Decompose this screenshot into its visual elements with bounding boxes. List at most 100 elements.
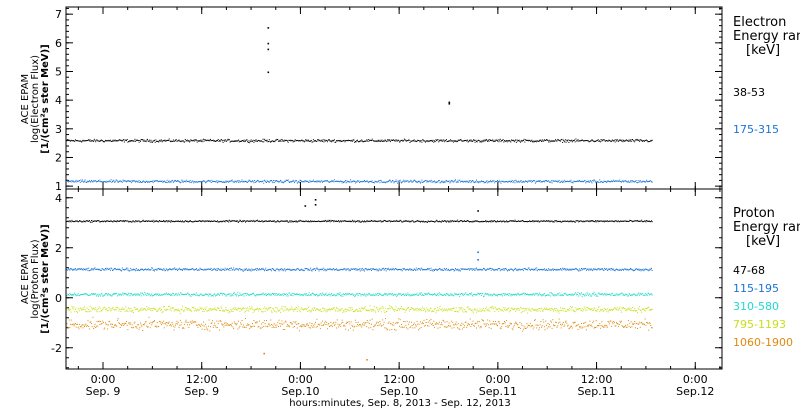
data-point: [469, 180, 470, 182]
data-point: [67, 293, 69, 295]
data-point: [86, 182, 88, 183]
data-point: [458, 270, 460, 272]
data-point: [480, 269, 482, 271]
data-point: [560, 139, 562, 141]
data-point: [428, 268, 430, 270]
data-point: [69, 140, 71, 142]
data-point: [367, 221, 369, 223]
data-point: [242, 270, 244, 272]
data-point: [595, 293, 596, 295]
data-point: [585, 220, 587, 222]
data-point: [317, 180, 319, 182]
data-point: [590, 220, 592, 222]
data-point: [443, 294, 445, 296]
data-point: [478, 182, 480, 184]
data-point: [541, 141, 543, 142]
data-point: [643, 221, 645, 222]
data-point: [282, 295, 284, 297]
data-point: [511, 179, 513, 181]
data-point: [79, 295, 81, 297]
data-point: [200, 268, 202, 270]
data-point: [511, 268, 512, 270]
data-point: [236, 220, 238, 221]
data-point: [142, 308, 144, 310]
data-point: [493, 270, 495, 272]
data-point: [454, 269, 456, 271]
data-point: [544, 139, 546, 141]
data-point: [67, 139, 69, 141]
data-point: [514, 182, 516, 184]
data-point: [477, 269, 479, 271]
data-point: [580, 140, 582, 142]
data-point: [170, 310, 172, 312]
data-point: [120, 270, 122, 271]
data-point: [108, 307, 110, 308]
data-point: [582, 140, 584, 141]
data-point: [648, 220, 650, 222]
data-point: [524, 181, 526, 183]
data-point: [158, 268, 160, 270]
data-point: [545, 220, 547, 222]
data-point: [356, 308, 358, 310]
data-point: [364, 293, 365, 295]
data-point: [205, 182, 207, 184]
data-point: [587, 181, 589, 183]
data-point: [543, 293, 545, 295]
data-point: [196, 269, 198, 271]
data-point: [391, 307, 393, 308]
data-point: [317, 139, 319, 141]
data-point: [634, 220, 636, 222]
data-point: [503, 141, 505, 143]
data-point: [153, 140, 155, 142]
data-point: [159, 307, 161, 309]
y-tick-label: 3: [55, 123, 62, 136]
data-point: [272, 293, 274, 294]
data-point: [484, 293, 486, 295]
data-point: [112, 221, 113, 223]
data-point: [520, 180, 522, 182]
data-point: [555, 294, 557, 296]
data-point: [375, 268, 377, 270]
data-point: [256, 180, 258, 182]
data-point: [380, 307, 382, 309]
data-point: [424, 293, 426, 295]
data-point: [616, 140, 617, 142]
data-point: [424, 140, 426, 142]
data-point: [555, 180, 557, 182]
data-point: [214, 220, 216, 222]
data-point: [335, 310, 337, 312]
data-point: [298, 220, 300, 222]
data-point: [276, 307, 278, 309]
data-point: [240, 140, 242, 142]
data-point: [642, 180, 644, 182]
data-point: [499, 221, 501, 222]
data-point: [429, 268, 431, 270]
data-point: [551, 269, 553, 271]
data-point: [630, 268, 631, 269]
data-point: [284, 140, 286, 142]
data-point: [121, 270, 123, 272]
data-point: [347, 221, 349, 222]
data-point: [339, 181, 341, 183]
data-point: [228, 310, 230, 312]
data-point: [245, 310, 246, 312]
data-point: [439, 294, 441, 295]
data-point: [67, 220, 69, 222]
data-point: [326, 140, 328, 142]
data-point: [128, 292, 130, 294]
data-point: [462, 293, 463, 295]
data-point: [154, 270, 155, 272]
data-point: [399, 269, 400, 270]
data-point: [474, 181, 476, 183]
data-point: [211, 179, 213, 181]
data-point: [110, 267, 112, 269]
data-point: [371, 180, 373, 182]
data-point: [389, 308, 391, 310]
data-point: [219, 221, 221, 223]
data-point: [152, 295, 154, 296]
data-point: [399, 219, 401, 221]
data-point: [513, 139, 515, 141]
data-point: [280, 294, 282, 296]
data-point: [610, 269, 612, 271]
data-point: [221, 140, 223, 142]
